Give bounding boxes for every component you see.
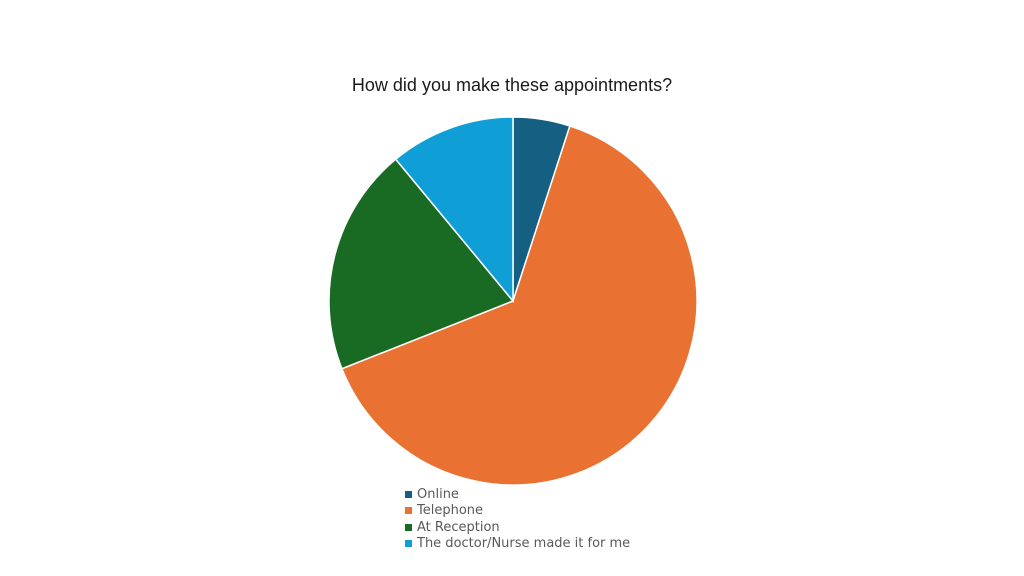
pie-slice-doctor-nurse <box>394 116 514 304</box>
legend-item-doctor-nurse: The doctor/Nurse made it for me <box>405 536 630 553</box>
legend-label-telephone: Telephone <box>417 503 484 519</box>
legend-item-online: Online <box>405 486 630 503</box>
legend-label-at-reception: At Reception <box>417 519 500 535</box>
legend-swatch-telephone <box>405 507 412 515</box>
pie-slice-telephone <box>340 125 698 486</box>
legend-label-online: Online <box>417 486 459 502</box>
legend-label-doctor-nurse: The doctor/Nurse made it for me <box>417 536 631 552</box>
legend: Online Telephone At Reception The doctor… <box>405 486 630 552</box>
chart-title: How did you make these appointments? <box>351 75 673 95</box>
legend-swatch-online <box>405 490 412 498</box>
legend-item-telephone: Telephone <box>405 503 630 520</box>
legend-item-at-reception: At Reception <box>405 519 630 536</box>
legend-swatch-at-reception <box>405 523 412 531</box>
pie-slice-at-reception <box>328 158 515 370</box>
legend-swatch-doctor-nurse <box>405 540 412 548</box>
